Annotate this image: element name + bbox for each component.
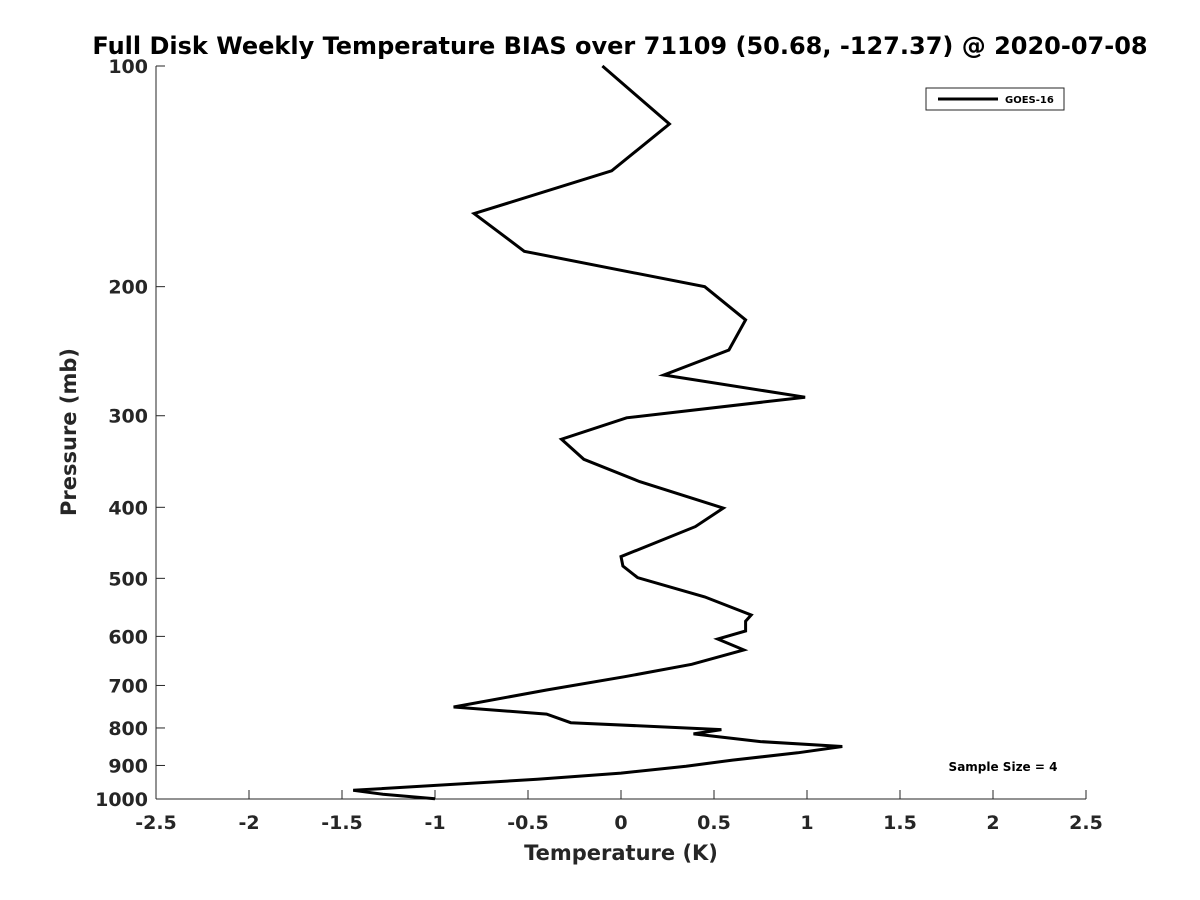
x-axis-label: Temperature (K) [524,841,718,865]
x-tick-label: 0.5 [697,812,731,834]
x-axis-ticks: -2.5 -2 -1.5 -1 -0.5 0 0.5 1 1.5 2 2.5 [135,790,1103,834]
x-tick-label: 0 [614,812,627,834]
x-tick-label: -2.5 [135,812,177,834]
y-tick-label: 700 [108,675,148,697]
x-tick-label: -0.5 [507,812,549,834]
y-tick-label: 300 [108,406,148,428]
series-layer [353,64,843,801]
y-tick-label: 900 [108,755,148,777]
y-tick-label: 400 [108,497,148,519]
y-tick-label: 100 [108,56,148,78]
x-tick-label: 2 [986,812,999,834]
x-tick-label: 2.5 [1069,812,1103,834]
x-tick-label: 1 [800,812,813,834]
series-line-goes-16 [353,64,843,801]
y-tick-label: 500 [108,568,148,590]
y-tick-label: 800 [108,718,148,740]
x-tick-label: 1.5 [883,812,917,834]
legend-label: GOES-16 [1005,95,1054,106]
y-tick-label: 1000 [95,789,148,811]
y-tick-label: 200 [108,277,148,299]
y-axis-label: Pressure (mb) [57,348,81,516]
legend: GOES-16 [925,87,1065,111]
x-tick-label: -1.5 [321,812,363,834]
y-tick-label: 600 [108,626,148,648]
sample-size-annotation: Sample Size = 4 [949,760,1058,774]
chart-title: Full Disk Weekly Temperature BIAS over 7… [92,32,1147,60]
x-tick-label: -1 [424,812,445,834]
x-tick-label: -2 [238,812,259,834]
y-axis-ticks: 100 200 300 400 500 600 700 800 900 1000 [95,56,165,811]
